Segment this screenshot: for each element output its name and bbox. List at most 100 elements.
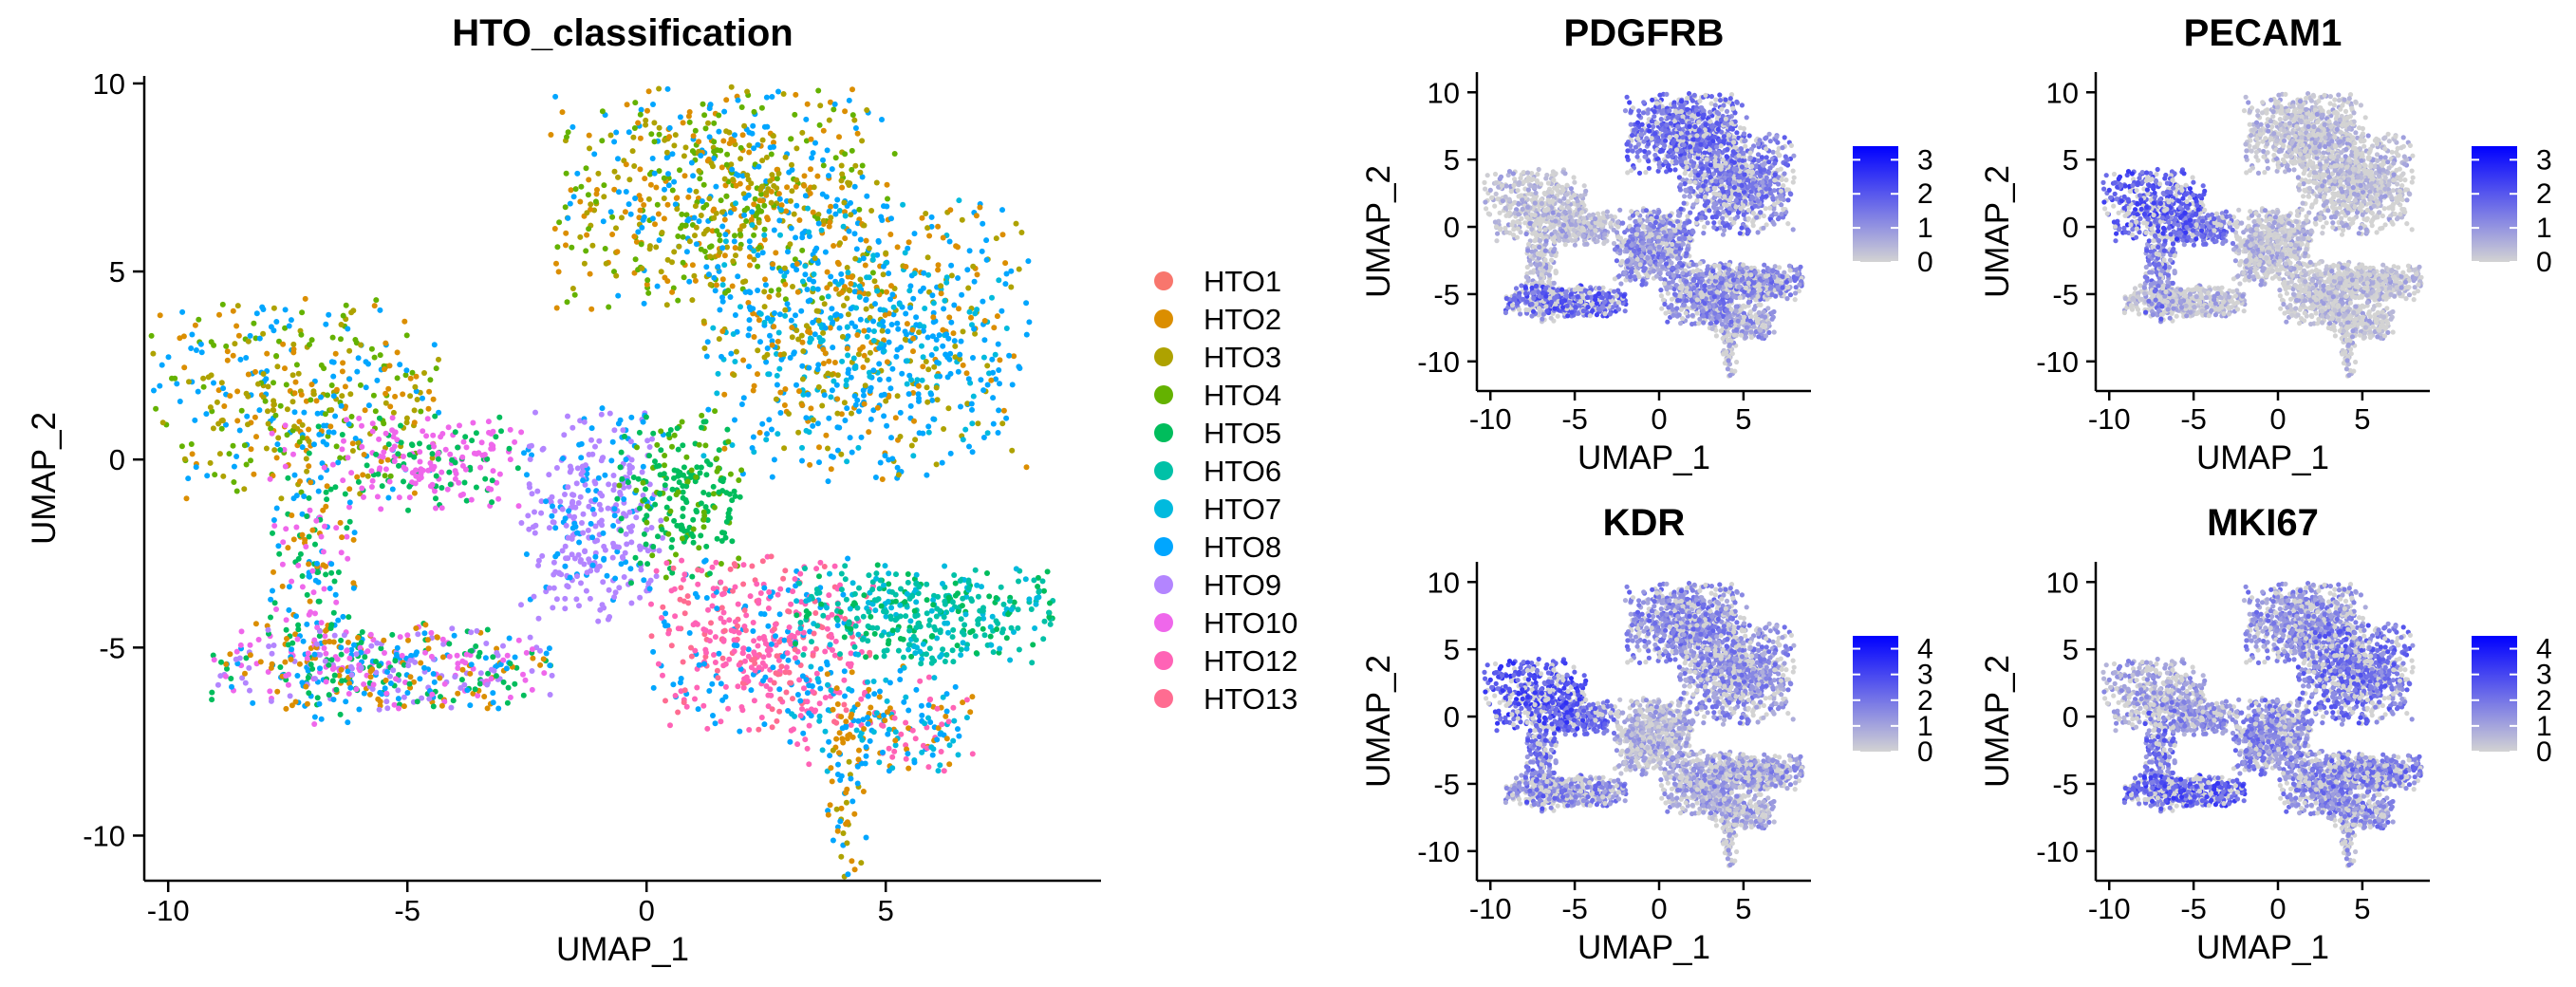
data-point (785, 657, 792, 663)
data-point (641, 300, 647, 307)
data-point (563, 555, 569, 562)
data-point (946, 314, 953, 321)
data-point (888, 435, 894, 441)
data-point (343, 698, 349, 705)
data-point (759, 250, 766, 256)
data-point (293, 493, 300, 499)
data-point (971, 278, 978, 285)
legend-label: HTO8 (1204, 531, 1281, 564)
data-point (423, 433, 430, 439)
data-point (688, 467, 695, 474)
data-point (367, 631, 374, 638)
data-point (751, 382, 757, 389)
data-point (815, 212, 822, 217)
data-point (634, 444, 640, 451)
data-point (798, 307, 805, 314)
data-point (746, 317, 753, 324)
data-point (643, 541, 649, 548)
data-point (858, 434, 865, 440)
data-point (216, 451, 223, 457)
data-point (493, 434, 499, 440)
data-point (841, 634, 848, 641)
data-point (867, 737, 873, 744)
data-point (507, 661, 513, 667)
data-point (838, 270, 845, 277)
data-point (781, 265, 788, 271)
data-point (285, 642, 291, 648)
data-point (606, 481, 612, 488)
data-point (856, 206, 863, 213)
data-point (796, 580, 802, 587)
data-point (651, 170, 658, 177)
data-point (920, 641, 926, 647)
data-point (848, 306, 854, 312)
data-point (531, 593, 537, 600)
data-point (933, 345, 940, 352)
data-point (756, 219, 762, 226)
data-point (389, 415, 396, 421)
data-point (430, 703, 437, 710)
data-point (660, 672, 665, 679)
data-point (746, 142, 753, 149)
data-point (827, 753, 833, 759)
data-point (484, 626, 491, 633)
data-point (760, 678, 766, 684)
data-point (574, 530, 580, 536)
data-point (756, 197, 763, 204)
data-point (830, 747, 836, 754)
data-point (370, 681, 377, 688)
data-point (857, 276, 864, 283)
data-point (554, 550, 561, 557)
data-point (791, 211, 797, 217)
data-point (879, 117, 885, 122)
data-point (984, 430, 991, 437)
data-point (766, 652, 773, 659)
data-point (941, 306, 947, 312)
data-point (705, 406, 712, 413)
data-point (813, 566, 820, 572)
data-point (714, 456, 719, 462)
data-point (338, 637, 345, 643)
data-point (578, 471, 585, 477)
data-point (681, 571, 688, 578)
data-point (725, 705, 732, 712)
data-point (396, 705, 401, 712)
data-point (681, 576, 686, 583)
data-point (884, 289, 889, 295)
data-point (983, 237, 990, 244)
data-point (335, 617, 342, 624)
data-point (874, 288, 881, 294)
data-point (786, 669, 793, 676)
data-point (916, 398, 922, 404)
data-point (794, 741, 801, 748)
data-point (457, 684, 464, 691)
data-point (407, 674, 414, 680)
data-point (793, 641, 798, 647)
data-point (363, 384, 369, 391)
data-point (934, 736, 941, 743)
data-point (285, 545, 291, 551)
data-point (766, 417, 773, 423)
data-point (889, 754, 896, 760)
data-point (885, 598, 891, 605)
data-point (881, 391, 887, 398)
data-point (1503, 194, 1508, 199)
data-point (306, 426, 312, 433)
data-point (720, 609, 727, 616)
data-point (844, 405, 850, 412)
data-point (345, 555, 351, 562)
data-point (938, 283, 944, 289)
data-point (1499, 183, 1505, 189)
data-point (637, 166, 644, 173)
data-point (911, 270, 918, 277)
data-point (1581, 228, 1587, 233)
data-point (751, 145, 757, 152)
data-point (702, 125, 709, 132)
data-point (963, 645, 970, 652)
data-point (484, 705, 491, 712)
data-point (745, 184, 752, 191)
data-point (861, 290, 868, 297)
data-point (421, 630, 428, 637)
data-point (527, 484, 532, 491)
data-point (952, 592, 959, 599)
